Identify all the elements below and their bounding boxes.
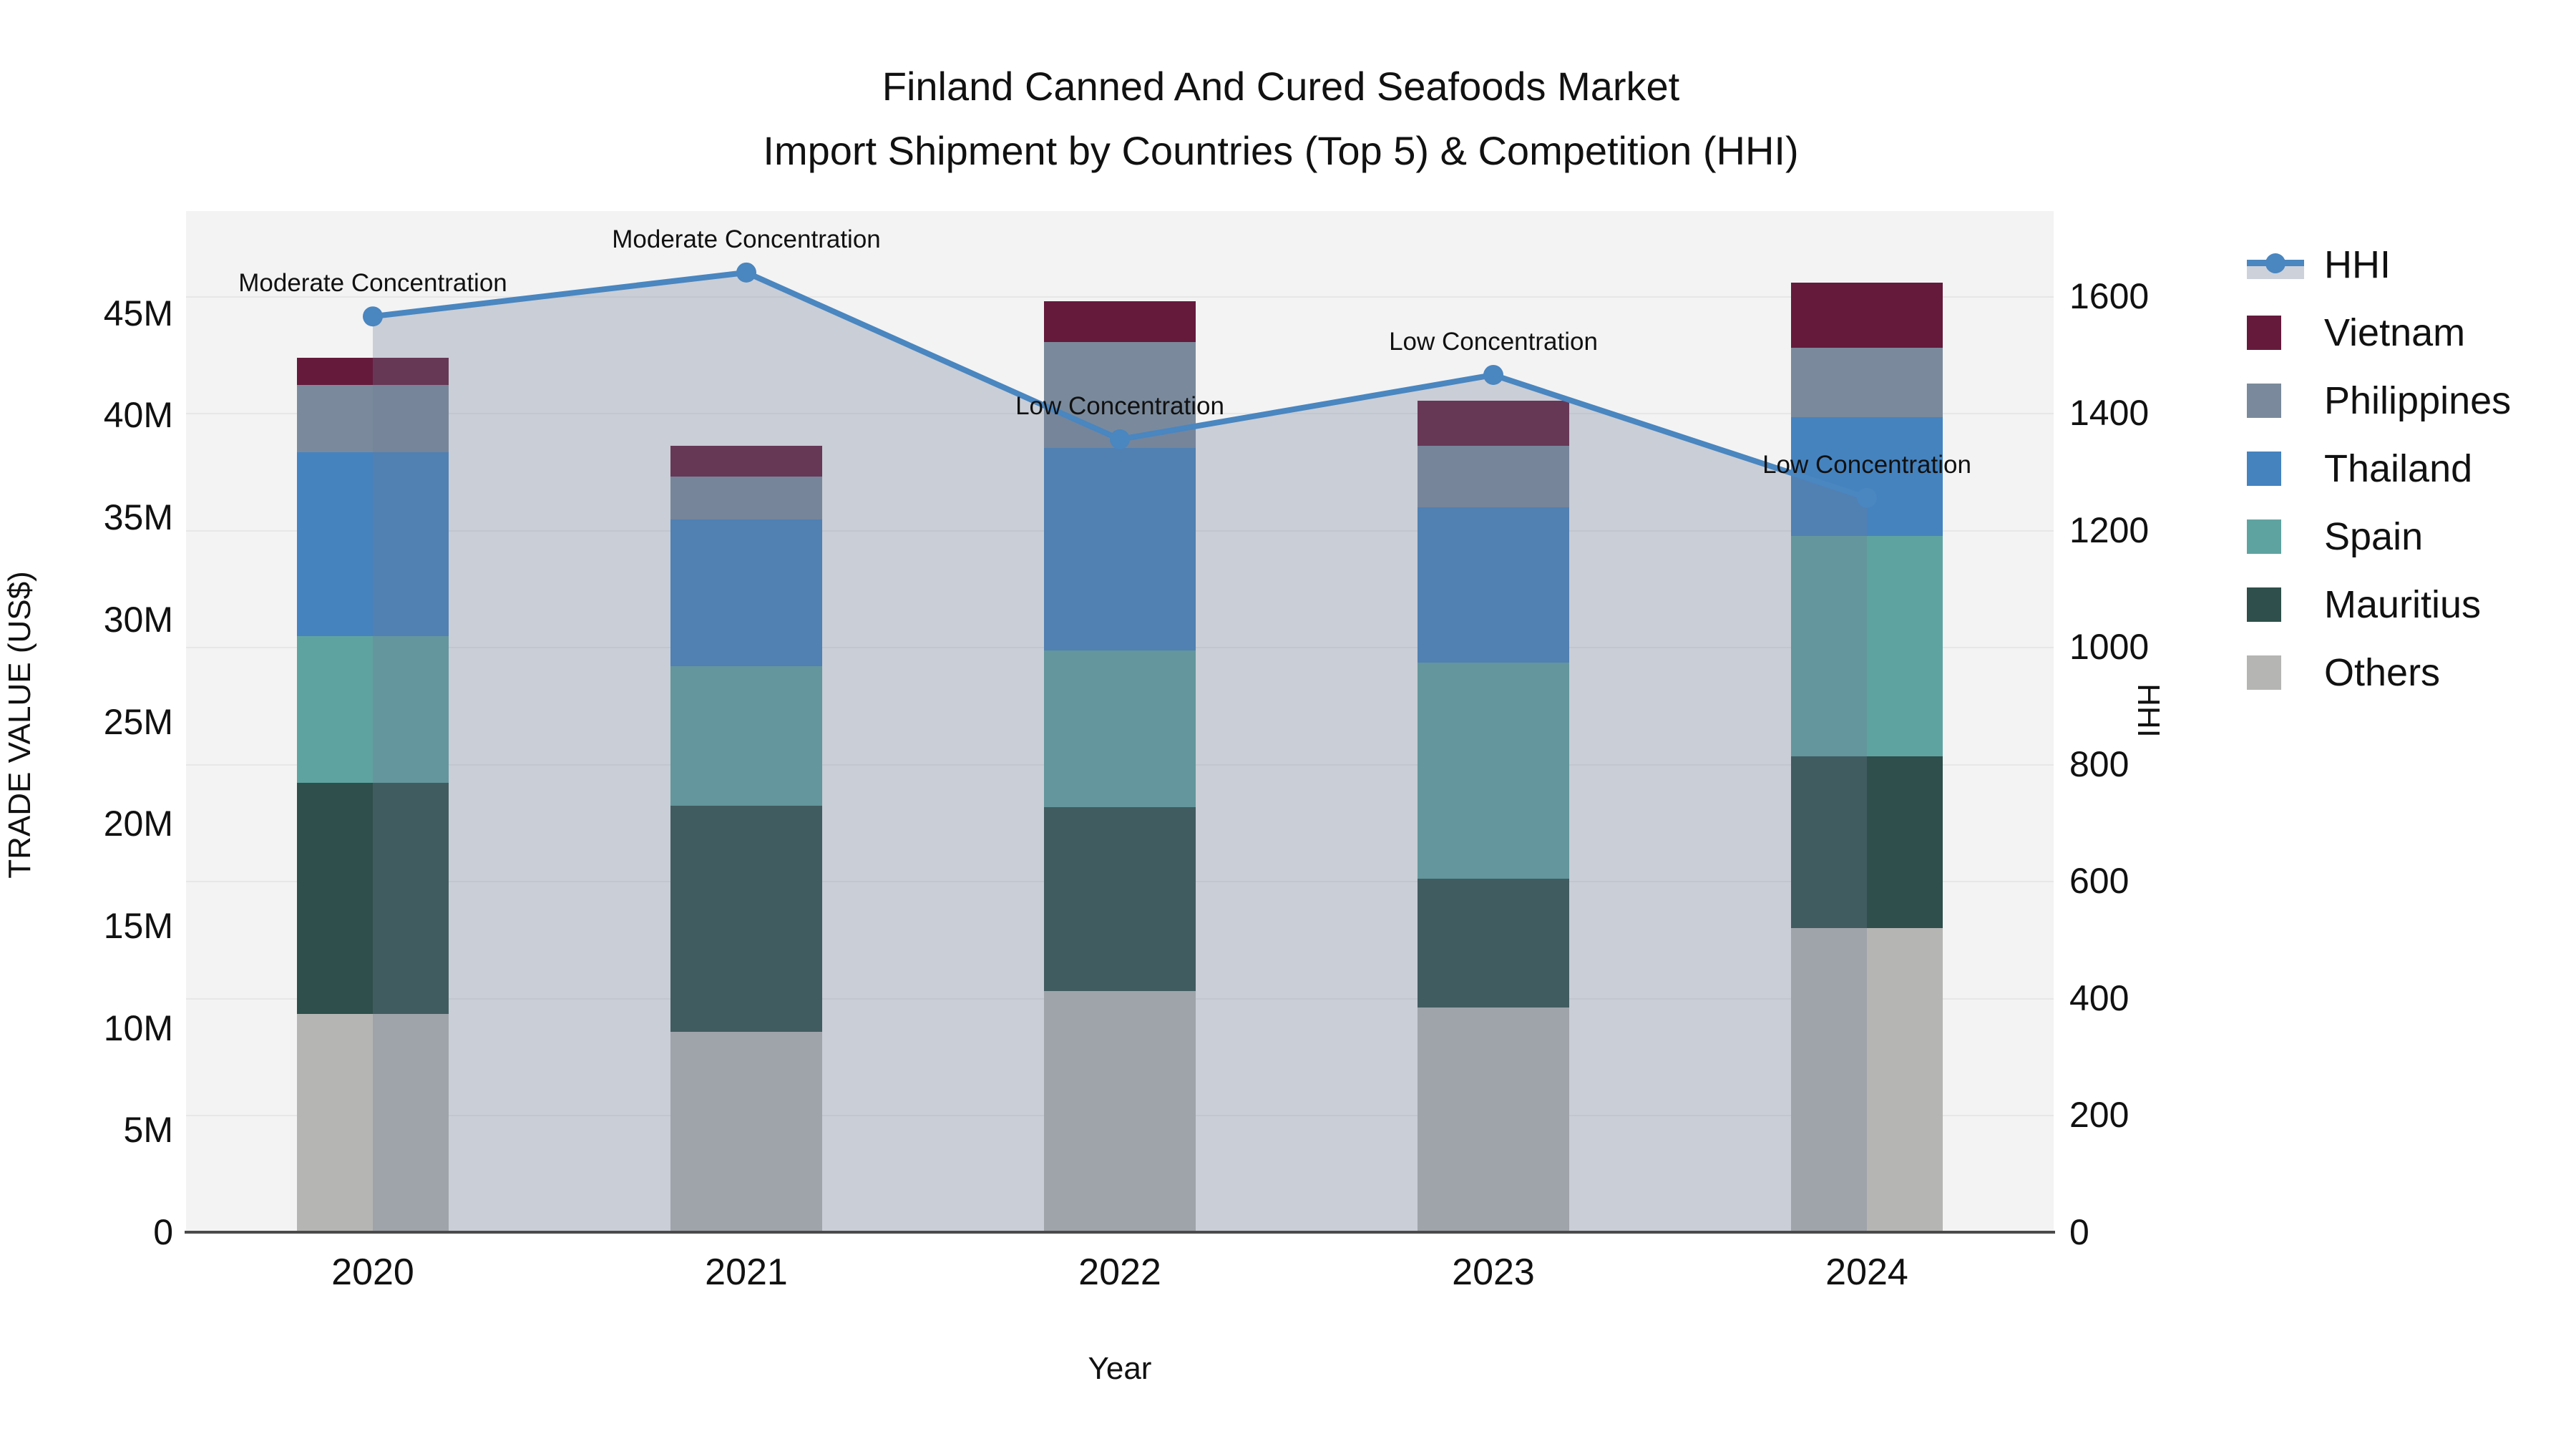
bar-segment-2021-mauritius (670, 805, 822, 1033)
annotation-2023: Low Concentration (1389, 327, 1598, 356)
right-axis-tick-label: 600 (2069, 861, 2129, 902)
bar-segment-2023-mauritius (1418, 879, 1569, 1008)
legend-swatch-thailand (2247, 451, 2281, 486)
bar-segment-2024-vietnam (1791, 282, 1943, 348)
bar-segment-2024-philippines (1791, 348, 1943, 418)
legend-swatch-vietnam (2247, 315, 2281, 350)
bar-segment-2024-spain (1791, 535, 1943, 756)
annotation-2020: Moderate Concentration (238, 269, 507, 298)
legend-item-philippines: Philippines (2247, 366, 2511, 434)
legend-swatch-others (2247, 655, 2281, 690)
left-axis-tick-label: 45M (103, 293, 173, 333)
left-axis-tick-label: 20M (103, 804, 173, 844)
legend-item-vietnam: Vietnam (2247, 298, 2511, 366)
bar-segment-2023-others (1418, 1008, 1569, 1232)
bar-segment-2022-vietnam (1044, 301, 1196, 342)
left-axis-tick-label: 5M (123, 1110, 173, 1151)
right-axis-tick-label: 1600 (2069, 275, 2150, 316)
right-axis-tick-label: 200 (2069, 1095, 2129, 1136)
legend-item-hhi: HHI (2247, 230, 2511, 298)
left-axis-tick-label: 25M (103, 701, 173, 742)
plot-area (186, 211, 2054, 1232)
x-axis-tick-label: 2022 (1078, 1252, 1161, 1293)
x-axis-title: Year (1088, 1351, 1152, 1386)
chart-title-line1: Finland Canned And Cured Seafoods Market (882, 64, 1680, 109)
bar-segment-2023-philippines (1418, 446, 1569, 507)
chart-title-line2: Import Shipment by Countries (Top 5) & C… (763, 128, 1799, 173)
bar-segment-2022-others (1044, 991, 1196, 1232)
bar-segment-2021-others (670, 1032, 822, 1232)
bar-segment-2020-philippines (297, 384, 449, 452)
bar-segment-2020-mauritius (297, 783, 449, 1014)
bar-segment-2024-others (1791, 927, 1943, 1232)
bar-segment-2020-others (297, 1013, 449, 1232)
legend-item-thailand: Thailand (2247, 434, 2511, 502)
legend-label: HHI (2324, 243, 2391, 286)
x-axis-line (185, 1231, 2055, 1234)
bar-segment-2020-thailand (297, 452, 449, 636)
right-axis-tick-label: 1400 (2069, 393, 2150, 434)
legend-label: Spain (2324, 514, 2424, 558)
bar-segment-2021-vietnam (670, 446, 822, 477)
bar-segment-2021-thailand (670, 519, 822, 667)
legend: HHI Vietnam Philippines Thailand Spain Maurit… (2247, 230, 2511, 706)
right-axis-tick-label: 400 (2069, 977, 2129, 1018)
bar-segment-2022-mauritius (1044, 807, 1196, 992)
x-axis-tick-label: 2024 (1825, 1252, 1908, 1293)
left-axis-tick-label: 10M (103, 1008, 173, 1048)
hhi-legend-glyph (2247, 248, 2304, 282)
bar-segment-2020-vietnam (297, 358, 449, 385)
legend-label: Others (2324, 650, 2441, 694)
legend-item-mauritius: Mauritius (2247, 570, 2511, 638)
bar-segment-2021-philippines (670, 477, 822, 519)
left-axis-tick-label: 40M (103, 395, 173, 436)
legend-item-spain: Spain (2247, 502, 2511, 570)
left-axis-tick-label: 35M (103, 497, 173, 538)
bar-segment-2022-thailand (1044, 448, 1196, 650)
x-axis-tick-label: 2023 (1452, 1252, 1535, 1293)
x-axis-tick-label: 2020 (331, 1252, 414, 1293)
annotation-2024: Low Concentration (1762, 450, 1971, 479)
legend-label: Vietnam (2324, 311, 2466, 354)
bar-segment-2024-mauritius (1791, 756, 1943, 928)
bar-segment-2020-spain (297, 635, 449, 784)
bar-segment-2023-spain (1418, 662, 1569, 879)
right-axis-tick-label: 1200 (2069, 509, 2150, 550)
x-axis-tick-label: 2021 (705, 1252, 788, 1293)
legend-swatch-spain (2247, 519, 2281, 554)
bar-segment-2022-spain (1044, 650, 1196, 808)
left-axis-tick-label: 15M (103, 905, 173, 946)
hhi-legend-marker (2265, 253, 2285, 273)
legend-label: Thailand (2324, 447, 2473, 490)
legend-label: Philippines (2324, 379, 2512, 422)
right-axis-tick-label: 800 (2069, 743, 2129, 784)
legend-item-others: Others (2247, 638, 2511, 706)
left-axis-tick-label: 0 (153, 1212, 173, 1252)
right-axis-tick-label: 1000 (2069, 627, 2150, 668)
legend-label: Mauritius (2324, 582, 2482, 626)
left-axis-tick-label: 30M (103, 599, 173, 640)
bar-segment-2023-thailand (1418, 507, 1569, 663)
annotation-2021: Moderate Concentration (612, 225, 881, 253)
bar-segment-2021-spain (670, 666, 822, 806)
bar-segment-2023-vietnam (1418, 401, 1569, 447)
right-axis-tick-label: 0 (2069, 1212, 2089, 1252)
legend-swatch-philippines (2247, 383, 2281, 418)
annotation-2022: Low Concentration (1015, 391, 1224, 420)
legend-swatch-mauritius (2247, 587, 2281, 622)
